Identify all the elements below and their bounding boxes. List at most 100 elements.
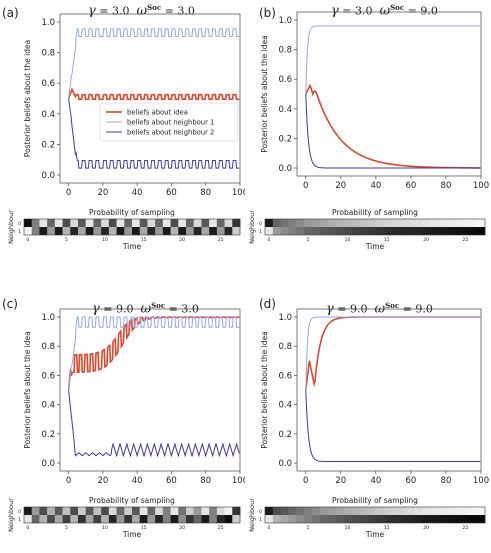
heatmap-cell xyxy=(343,515,352,523)
heatmap-cell xyxy=(320,507,329,515)
heatmap-cell xyxy=(186,515,195,523)
x-tick-label: 0 xyxy=(66,188,71,198)
heatmap-cell xyxy=(78,227,87,235)
gamma-value: = 3.0 xyxy=(342,4,373,18)
heatmap-frame xyxy=(23,506,241,524)
heatmap-x-axis-label: Time xyxy=(122,530,142,539)
y-axis-label: Posterior beliefs about the idea xyxy=(260,331,269,448)
heatmap-cell xyxy=(78,515,87,523)
heatmap-cell xyxy=(101,507,110,515)
x-tick-label: 0 xyxy=(303,181,308,191)
heatmap-cell xyxy=(280,227,289,235)
heatmap-x-tick-label: 0 xyxy=(26,237,29,243)
series-line-beliefs-about-idea xyxy=(305,83,481,169)
heatmap-cell xyxy=(414,507,423,515)
heatmap-cell xyxy=(265,227,274,235)
heatmap-cell xyxy=(296,507,305,515)
heatmap-cell xyxy=(265,219,274,227)
heatmap-x-tick-label: 15 xyxy=(384,237,390,243)
heatmap-cell xyxy=(101,227,110,235)
heatmap-cell xyxy=(147,219,156,227)
heatmap-cell xyxy=(272,515,282,523)
heatmap-cell xyxy=(272,219,282,227)
heatmap-x-tick-label: 20 xyxy=(179,237,185,243)
y-axis-label: Posterior beliefs about the idea xyxy=(23,331,32,448)
heatmap-cell xyxy=(85,515,94,523)
omega-symbol: ω xyxy=(379,3,391,19)
x-tick-label: 0 xyxy=(66,476,71,486)
heatmap-cell xyxy=(232,219,241,227)
heatmap-x-tick-label: 5 xyxy=(65,237,68,243)
x-tick-label: 40 xyxy=(370,476,381,486)
heatmap-cell xyxy=(232,507,241,515)
heatmap-cell xyxy=(406,219,415,227)
heatmap-cell xyxy=(147,507,156,515)
heatmap-cell xyxy=(390,219,399,227)
heatmap-cell xyxy=(54,227,63,235)
heatmap-cell xyxy=(304,227,313,235)
heatmap-cell xyxy=(162,515,171,523)
y-tick-label: 0.2 xyxy=(41,140,55,150)
heatmap-cell xyxy=(70,507,79,515)
heatmap-cell xyxy=(382,515,392,523)
heatmap-cell xyxy=(193,219,202,227)
heatmap-cell xyxy=(155,219,164,227)
heatmap-cell xyxy=(406,227,415,235)
heatmap-cell xyxy=(54,219,63,227)
heatmap-cell xyxy=(453,507,462,515)
heatmap-row-label: 0 xyxy=(18,221,21,227)
y-tick-label: 0.8 xyxy=(278,46,292,56)
heatmap-cell xyxy=(430,219,439,227)
heatmap-x-tick-label: 0 xyxy=(267,525,270,531)
omega-superscript: Soc xyxy=(385,301,400,310)
heatmap-cell xyxy=(24,515,33,523)
heatmap-cell xyxy=(477,515,486,523)
heatmap-cell xyxy=(335,219,344,227)
heatmap-cell xyxy=(430,515,439,523)
heatmap-cell xyxy=(445,219,454,227)
heatmap-frame xyxy=(264,506,486,524)
heatmap-frame xyxy=(264,218,486,236)
heatmap-cell xyxy=(155,515,164,523)
heatmap-cell xyxy=(304,219,313,227)
heatmap-cell xyxy=(124,507,133,515)
y-tick-label: 1.0 xyxy=(41,313,55,323)
y-tick-label: 0.6 xyxy=(278,371,292,381)
y-tick-label: 0.0 xyxy=(41,171,55,181)
gamma-value: = 3.0 xyxy=(99,4,130,18)
heatmap-cell xyxy=(93,227,102,235)
heatmap-row-label: 1 xyxy=(18,229,21,235)
heatmap-cell xyxy=(93,515,102,523)
heatmap-cell xyxy=(216,227,225,235)
heatmap-cell xyxy=(280,515,289,523)
heatmap-cell xyxy=(170,219,179,227)
series-line-beliefs-about-neighbour-1 xyxy=(305,25,481,95)
heatmap-x-tick-label: 15 xyxy=(384,525,390,531)
heatmap-cell xyxy=(224,515,233,523)
heatmap-x-tick-label: 5 xyxy=(307,237,310,243)
heatmap-cell xyxy=(398,219,407,227)
heatmap-cell xyxy=(359,507,368,515)
heatmap-cell xyxy=(224,507,233,515)
line-chart: 0.0 0.2 0.4 0.6 0.8 1.0 0 20 40 60 80 100 Posterior … xyxy=(260,308,489,486)
heatmap-cell xyxy=(47,515,56,523)
panel-b: (b) γ = 3.0 ωSoc = 9.0 0.0 0.2 0.4 0.6 0.8 1.… xyxy=(245,0,491,275)
heatmap-cell xyxy=(108,515,117,523)
heatmap-cell xyxy=(124,219,133,227)
plot-frame xyxy=(59,308,241,472)
heatmap-cell xyxy=(272,227,282,235)
heatmap-cell xyxy=(78,219,87,227)
heatmap-x-tick-label: 0 xyxy=(267,237,270,243)
heatmap-cell xyxy=(31,515,40,523)
y-axis-label: Posterior beliefs about the idea xyxy=(23,40,32,157)
heatmap-cell xyxy=(469,219,478,227)
heatmap-cell xyxy=(461,515,470,523)
heatmap-cell xyxy=(367,515,376,523)
y-tick-label: 0.4 xyxy=(41,401,55,411)
heatmap-cell xyxy=(62,507,71,515)
heatmap-cell xyxy=(224,219,233,227)
heatmap-cell xyxy=(414,227,423,235)
legend-label: beliefs about neighbour 1 xyxy=(127,119,214,127)
heatmap-cell xyxy=(85,507,94,515)
heatmap-cell xyxy=(101,515,110,523)
